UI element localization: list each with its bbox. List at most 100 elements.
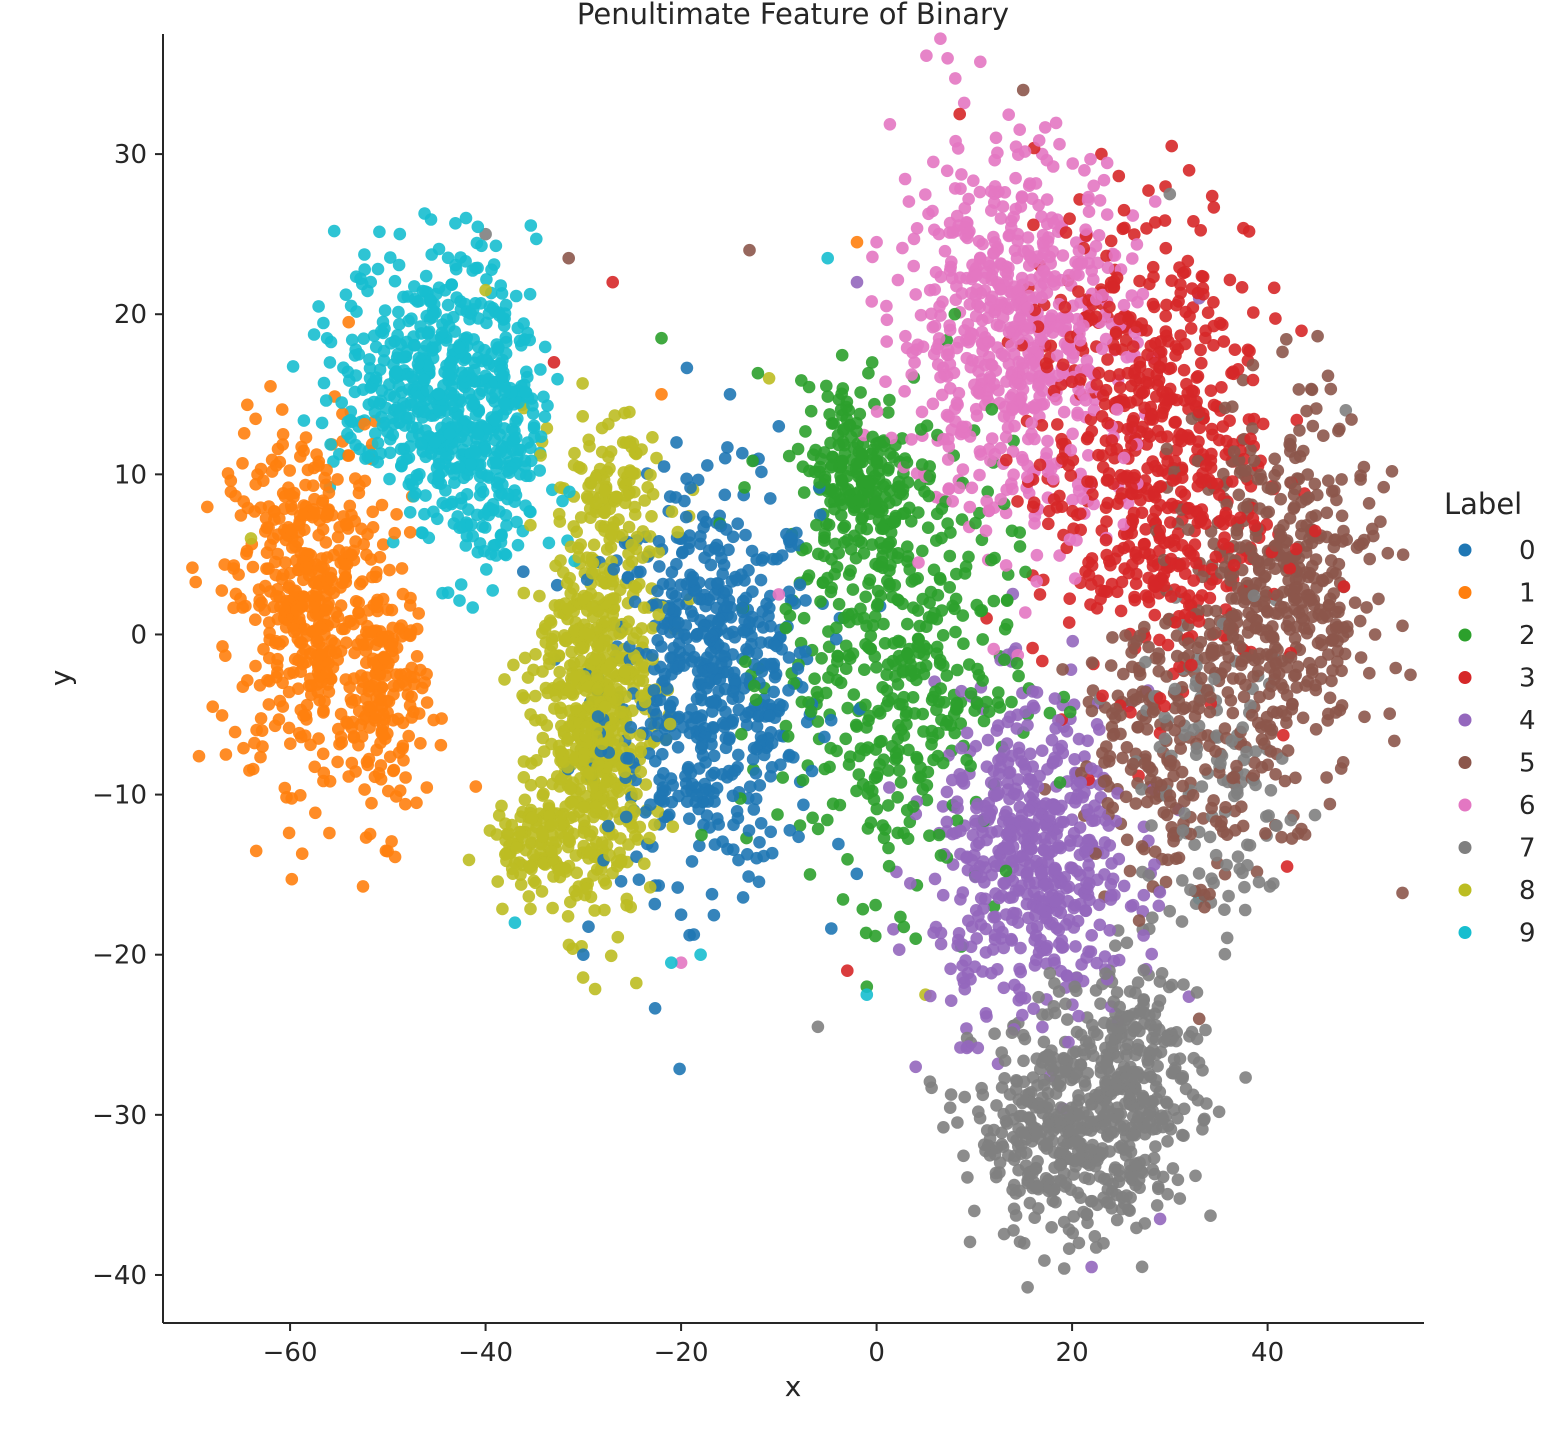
- data-point-label-4: [1078, 786, 1091, 799]
- data-point-label-6: [865, 295, 878, 308]
- data-point-label-3: [1124, 706, 1137, 719]
- data-point-label-0: [663, 808, 676, 821]
- data-point-label-9: [449, 258, 462, 272]
- data-point-label-0: [708, 795, 721, 808]
- data-point-label-1: [387, 764, 400, 778]
- data-point-label-5: [1275, 830, 1288, 844]
- data-point-label-6: [912, 556, 925, 569]
- data-point-label-0: [793, 578, 807, 592]
- data-point-label-6: [1082, 449, 1095, 462]
- data-point-label-3: [1153, 633, 1166, 647]
- data-point-label-2: [746, 454, 759, 468]
- data-point-label-8: [650, 451, 663, 465]
- data-point-label-6: [1001, 421, 1015, 435]
- data-point-label-2: [844, 543, 858, 556]
- data-point-label-2: [806, 811, 819, 825]
- data-point-label-9: [479, 444, 493, 458]
- data-point-label-6: [973, 468, 986, 482]
- data-point-label-7: [1112, 1163, 1125, 1177]
- data-point-label-8: [646, 621, 659, 635]
- data-point-label-3: [1115, 487, 1129, 500]
- data-point-label-5: [1367, 529, 1380, 543]
- data-point-label-5: [1188, 710, 1202, 723]
- data-point-label-3: [1192, 435, 1205, 448]
- data-point-label-1: [276, 700, 290, 713]
- data-point-label-9: [541, 399, 554, 413]
- data-point-label-5: [1281, 744, 1295, 757]
- data-point-label-5: [1324, 382, 1338, 396]
- data-point-label-7: [1122, 1203, 1135, 1216]
- data-point-label-8: [584, 511, 597, 524]
- data-point-label-7: [1153, 975, 1167, 988]
- data-point-label-7: [1112, 1175, 1126, 1189]
- data-point-label-5: [1198, 900, 1211, 914]
- data-point-label-4: [960, 850, 974, 864]
- data-point-label-0: [707, 908, 721, 922]
- data-point-label-3: [1280, 860, 1294, 873]
- data-point-label-6: [1049, 116, 1063, 130]
- data-point-label-5: [1016, 83, 1030, 97]
- data-point-label-2: [877, 617, 890, 631]
- data-point-label-5: [1246, 358, 1260, 372]
- data-point-label-0: [782, 585, 796, 599]
- data-point-label-7: [1339, 404, 1353, 417]
- data-point-label-2: [971, 662, 984, 676]
- data-point-label-9: [466, 529, 480, 543]
- data-point-label-9: [860, 988, 874, 1001]
- data-point-label-5: [1145, 786, 1158, 799]
- data-point-label-1: [396, 587, 410, 601]
- data-point-label-8: [554, 554, 567, 567]
- data-point-label-7: [1110, 1213, 1124, 1227]
- data-point-label-3: [1063, 212, 1076, 225]
- data-point-label-7: [1151, 1059, 1164, 1073]
- data-point-label-0: [746, 585, 759, 598]
- data-point-label-7: [1094, 997, 1107, 1010]
- data-point-label-8: [490, 828, 504, 841]
- data-point-label-3: [1128, 228, 1141, 241]
- data-point-label-0: [741, 848, 754, 861]
- data-point-label-2: [879, 823, 892, 836]
- data-point-label-1: [221, 467, 235, 480]
- data-point-label-9: [373, 225, 386, 239]
- data-point-label-5: [1245, 610, 1259, 623]
- data-point-label-7: [1195, 780, 1209, 793]
- data-point-label-2: [843, 750, 857, 763]
- data-point-label-9: [384, 432, 397, 446]
- data-point-label-9: [358, 248, 371, 261]
- data-point-label-6: [988, 187, 1001, 201]
- data-point-label-2: [854, 386, 867, 399]
- data-point-label-2: [956, 609, 970, 622]
- data-point-label-4: [954, 824, 967, 838]
- data-point-label-3: [1026, 641, 1039, 655]
- data-point-label-7: [1120, 1189, 1133, 1202]
- data-point-label-7: [1072, 1236, 1086, 1250]
- data-point-label-5: [1236, 373, 1250, 387]
- data-point-label-8: [524, 902, 537, 916]
- data-point-label-2: [858, 663, 871, 676]
- data-point-label-4: [1106, 872, 1120, 886]
- data-point-label-4: [1137, 888, 1151, 902]
- data-point-label-5: [1353, 614, 1367, 628]
- data-point-label-5: [1259, 589, 1272, 602]
- data-point-label-2: [810, 685, 824, 699]
- data-point-label-2: [903, 563, 916, 576]
- data-point-label-6: [1078, 164, 1091, 177]
- data-point-label-2: [992, 686, 1005, 699]
- data-point-label-1: [186, 561, 199, 574]
- data-point-label-0: [716, 567, 729, 581]
- data-point-label-0: [687, 650, 701, 664]
- data-point-label-8: [646, 431, 659, 444]
- data-point-label-3: [1140, 222, 1153, 235]
- data-point-label-4: [1036, 1020, 1049, 1034]
- data-point-label-0: [708, 838, 722, 851]
- data-point-label-7: [1067, 1168, 1080, 1181]
- data-point-label-0: [732, 703, 746, 717]
- data-point-label-8: [628, 500, 641, 514]
- data-point-label-3: [1098, 584, 1111, 598]
- data-point-label-7: [1103, 1196, 1116, 1210]
- data-point-label-5: [1240, 500, 1254, 514]
- data-point-label-3: [1146, 260, 1160, 274]
- data-point-label-9: [345, 333, 359, 347]
- data-point-label-7: [1149, 1140, 1162, 1153]
- data-point-label-7: [937, 1121, 950, 1134]
